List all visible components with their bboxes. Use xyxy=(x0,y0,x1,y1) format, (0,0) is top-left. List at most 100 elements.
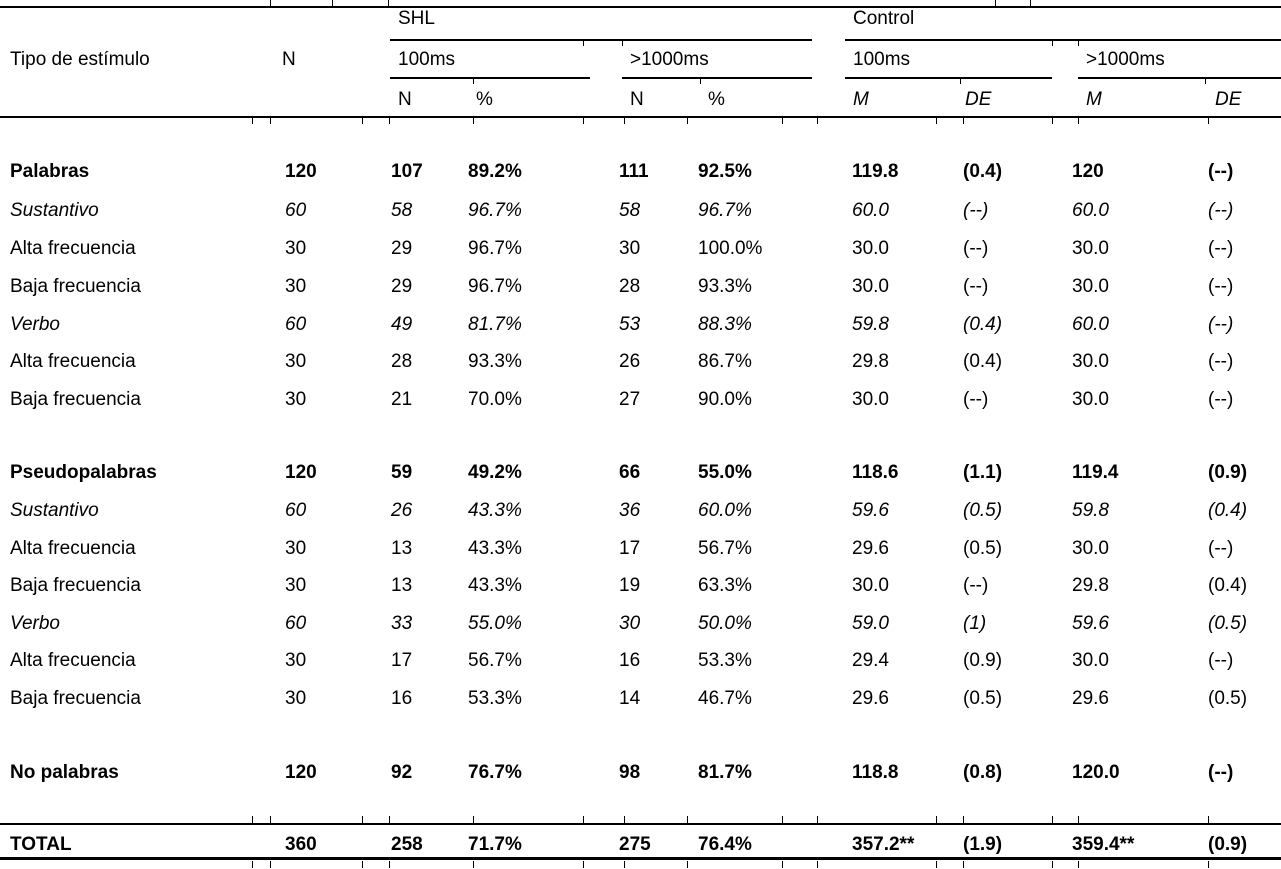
cell: 33 xyxy=(391,613,413,634)
cell: 90.0% xyxy=(698,389,752,410)
cell: (--) xyxy=(963,389,989,410)
cell: 29.4 xyxy=(852,650,889,671)
row-label: Verbo xyxy=(10,314,60,335)
cell: (0.5) xyxy=(1208,688,1248,709)
cell: 92.5% xyxy=(698,161,752,182)
cell: 70.0% xyxy=(468,389,522,410)
grid-tick xyxy=(1052,118,1053,124)
table-rule-under-control-1000ms xyxy=(1078,77,1281,79)
cell: 100.0% xyxy=(698,238,763,259)
group-header-control: Control xyxy=(853,8,915,29)
cell: (0.5) xyxy=(963,500,1003,521)
grid-tick xyxy=(1205,78,1206,84)
cell: 30.0 xyxy=(852,575,889,596)
cell: (0.9) xyxy=(1208,834,1248,855)
cell: 118.6 xyxy=(852,462,899,483)
cell: (--) xyxy=(1208,161,1234,182)
cell: 28 xyxy=(619,276,641,297)
cell: 49.2% xyxy=(468,462,522,483)
cell: 29 xyxy=(391,238,413,259)
cell: 59.8 xyxy=(1072,500,1109,521)
cell: 29.8 xyxy=(852,351,889,372)
grid-tick xyxy=(388,0,389,7)
cell: 55.0% xyxy=(468,613,522,634)
cell: 98 xyxy=(619,762,641,783)
column-header-control-1000ms-m: M xyxy=(1086,89,1102,110)
column-header-shl-100ms-n: N xyxy=(398,89,412,110)
grid-tick xyxy=(1078,118,1079,124)
column-header-shl-1000ms-pct: % xyxy=(708,89,725,110)
cell: (0.4) xyxy=(1208,500,1248,521)
group-header-shl: SHL xyxy=(398,8,435,29)
grid-tick xyxy=(1208,118,1209,124)
cell: 88.3% xyxy=(698,314,752,335)
cell: 29 xyxy=(391,276,413,297)
cell: 27 xyxy=(619,389,641,410)
cell: 119.4 xyxy=(1072,462,1119,483)
cell: 111 xyxy=(619,161,649,182)
row-label: No palabras xyxy=(10,762,119,783)
cell: 59.6 xyxy=(852,500,889,521)
cell: 76.7% xyxy=(468,762,522,783)
grid-tick xyxy=(473,118,474,124)
grid-tick xyxy=(782,118,783,124)
cell: 120 xyxy=(285,462,317,483)
cell: 30 xyxy=(285,688,307,709)
table-rule-under-control xyxy=(845,39,1281,41)
cell: 30 xyxy=(285,389,307,410)
grid-tick xyxy=(687,816,688,823)
cell: 66 xyxy=(619,462,641,483)
cell: 30 xyxy=(619,613,641,634)
cell: 92 xyxy=(391,762,413,783)
cell: 96.7% xyxy=(468,276,522,297)
table-rule-top xyxy=(0,6,1281,8)
cell: 96.7% xyxy=(468,200,522,221)
cell: 13 xyxy=(391,538,413,559)
cell: 76.4% xyxy=(698,834,752,855)
cell: 53.3% xyxy=(698,650,752,671)
cell: 71.7% xyxy=(468,834,522,855)
cell: (0.4) xyxy=(963,314,1003,335)
subgroup-header-control-100ms: 100ms xyxy=(853,49,911,70)
grid-tick xyxy=(270,118,271,124)
cell: 63.3% xyxy=(698,575,752,596)
cell: 30.0 xyxy=(852,276,889,297)
column-header-control-100ms-de: DE xyxy=(965,89,992,110)
cell: 43.3% xyxy=(468,575,522,596)
cell: 50.0% xyxy=(698,613,752,634)
grid-tick xyxy=(817,118,818,124)
row-label: Alta frecuencia xyxy=(10,650,136,671)
grid-tick xyxy=(389,816,390,823)
grid-tick xyxy=(252,118,253,124)
grid-tick xyxy=(1208,816,1209,823)
row-label: Baja frecuencia xyxy=(10,389,141,410)
cell: (--) xyxy=(963,575,989,596)
cell: 58 xyxy=(619,200,641,221)
cell: 30.0 xyxy=(852,389,889,410)
cell: 120 xyxy=(1072,161,1104,182)
row-label: Pseudopalabras xyxy=(10,462,157,483)
grid-tick xyxy=(362,861,363,868)
grid-tick xyxy=(624,816,625,823)
cell: 30 xyxy=(285,276,307,297)
cell: 59.0 xyxy=(852,613,889,634)
grid-tick xyxy=(1078,40,1079,46)
column-header-control-100ms-m: M xyxy=(853,89,869,110)
grid-tick xyxy=(963,816,964,823)
cell: (1.1) xyxy=(963,462,1003,483)
cell: 60 xyxy=(285,613,307,634)
grid-tick xyxy=(1078,816,1079,823)
grid-tick xyxy=(583,40,584,46)
cell: (--) xyxy=(1208,538,1234,559)
grid-tick xyxy=(936,861,937,868)
grid-tick xyxy=(960,78,961,84)
row-label: Baja frecuencia xyxy=(10,688,141,709)
cell: 81.7% xyxy=(698,762,752,783)
column-header-shl-100ms-pct: % xyxy=(476,89,493,110)
cell: 49 xyxy=(391,314,413,335)
cell: 93.3% xyxy=(468,351,522,372)
cell: 89.2% xyxy=(468,161,522,182)
column-header-shl-1000ms-n: N xyxy=(630,89,644,110)
subgroup-header-control-1000ms: >1000ms xyxy=(1086,49,1165,70)
